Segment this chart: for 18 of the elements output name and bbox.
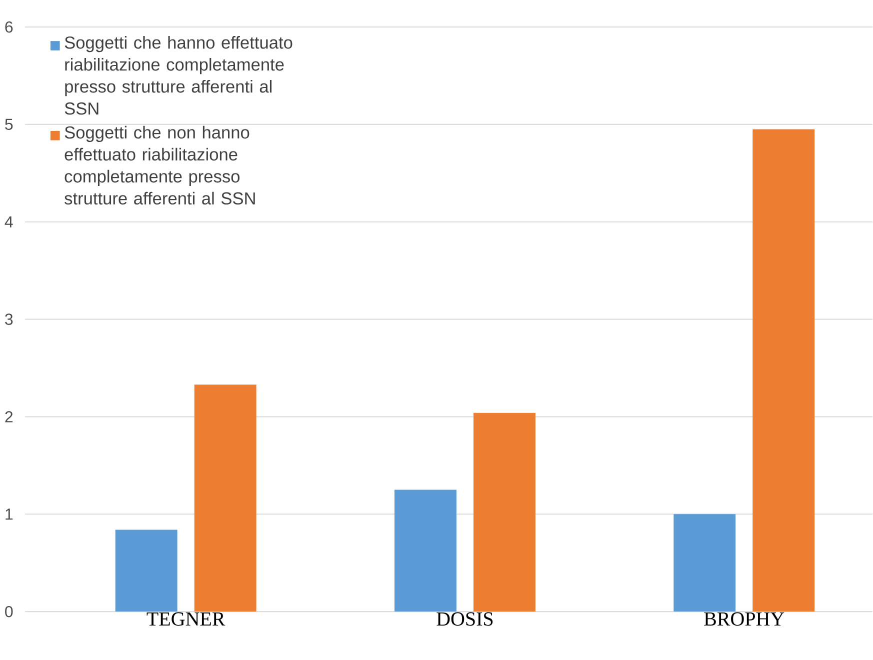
y-tick-label: 4 bbox=[4, 216, 13, 228]
y-tick-label: 2 bbox=[5, 411, 13, 423]
y-tick-label: 0 bbox=[5, 606, 13, 618]
bar bbox=[194, 384, 256, 612]
bar bbox=[752, 130, 815, 612]
bar bbox=[473, 413, 536, 612]
legend-label: Soggetti che non hanno effettuato riabilitazione completamente presso strutture afferenti al SSN bbox=[64, 126, 255, 205]
bar bbox=[394, 490, 456, 612]
x-tick-label: TEGNER bbox=[146, 612, 226, 626]
legend-label: Soggetti che hanno effettuato riabilitazione completamente presso strutture afferenti al SSN bbox=[64, 36, 292, 115]
x-tick-label: DOSIS bbox=[436, 612, 493, 626]
bar bbox=[115, 530, 178, 612]
y-tick-label: 6 bbox=[5, 22, 13, 33]
bar bbox=[674, 514, 736, 612]
x-tick-label: BROPHY bbox=[704, 612, 784, 626]
y-tick-label: 5 bbox=[5, 119, 13, 130]
y-tick-label: 1 bbox=[6, 508, 13, 520]
y-tick-label: 3 bbox=[5, 314, 13, 326]
